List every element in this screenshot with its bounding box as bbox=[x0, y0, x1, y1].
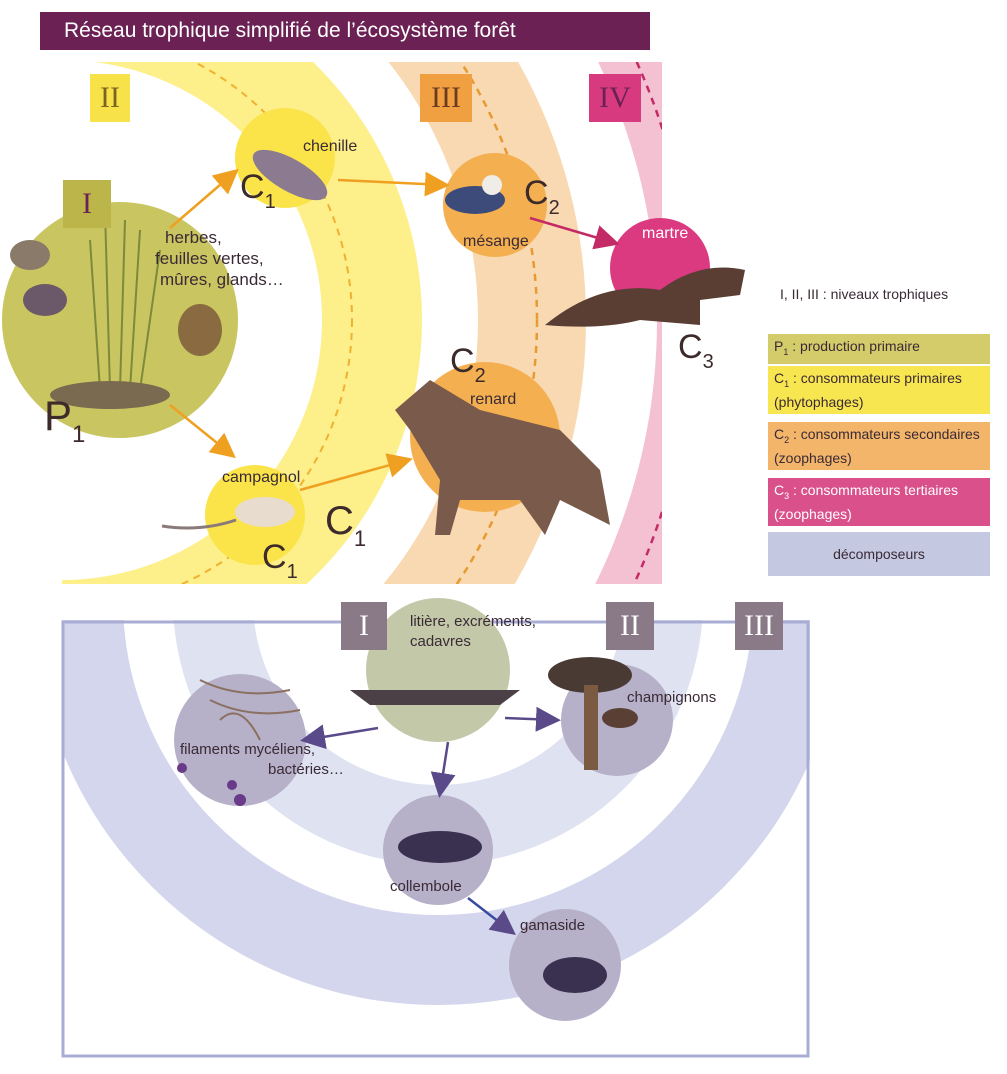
renard-illustration bbox=[395, 380, 610, 535]
legend-header: I, II, III : niveaux trophiques bbox=[780, 286, 949, 302]
legend-item: C2 : consommateurs secondaires (zoophage… bbox=[768, 422, 990, 470]
ring-level-2 bbox=[62, 62, 422, 584]
campagnol-label: campagnol bbox=[222, 469, 300, 486]
ring-level-3 bbox=[383, 62, 586, 584]
litter-circle bbox=[366, 598, 510, 742]
legend-item: décomposeurs bbox=[768, 532, 990, 576]
decomp-level-tag-iii: III bbox=[735, 602, 783, 650]
decomposer-illustrations bbox=[177, 657, 638, 993]
code-c1-campagnol-a: C1 bbox=[325, 499, 366, 551]
page-title: Réseau trophique simplifié de l’écosystè… bbox=[40, 12, 650, 50]
code-c2-renard: C2 bbox=[450, 342, 486, 387]
martre-label: martre bbox=[642, 225, 688, 242]
plants-illustration bbox=[10, 209, 222, 409]
level-tag-i: I bbox=[63, 180, 111, 228]
legend-item: C3 : consommateurs tertiaires (zoophages… bbox=[768, 478, 990, 526]
legend-item: P1 : production primaire bbox=[768, 334, 990, 364]
producers-label-line1: herbes, feuilles vertes, mûres, glands… bbox=[155, 228, 284, 289]
code-c1-campagnol-b: C1 bbox=[262, 538, 298, 583]
top-arrows bbox=[169, 168, 620, 492]
chenille-label: chenille bbox=[303, 138, 357, 155]
chenille-illustration bbox=[252, 149, 328, 201]
level-tag-iv: IV bbox=[589, 74, 641, 122]
decomp-level-tag-i: I bbox=[341, 602, 387, 650]
decomp-ring-outer bbox=[62, 620, 810, 1005]
legend-item: C1 : consommateurs primaires (phytophage… bbox=[768, 366, 990, 414]
producers-circle bbox=[2, 202, 238, 438]
decomposer-arrows bbox=[300, 706, 561, 936]
mycelium-circle bbox=[174, 674, 306, 806]
level-tag-iii: III bbox=[420, 74, 472, 122]
level-tag-ii: II bbox=[90, 74, 130, 122]
mesange-illustration bbox=[445, 175, 505, 214]
mycelium-label: filaments mycéliens, bactéries… bbox=[180, 741, 344, 778]
gamaside-label: gamaside bbox=[520, 917, 585, 934]
code-c2-mesange: C2 bbox=[524, 174, 560, 219]
martre-illustration bbox=[545, 267, 745, 327]
code-p1: P1 bbox=[44, 392, 85, 448]
collembole-label: collembole bbox=[390, 878, 462, 895]
litter-label: litière, excréments, cadavres bbox=[410, 613, 536, 650]
campagnol-illustration bbox=[161, 497, 295, 530]
mesange-label: mésange bbox=[463, 233, 529, 250]
code-c3-martre: C3 bbox=[678, 328, 714, 373]
code-c1-chenille: C1 bbox=[240, 168, 276, 213]
decomp-level-tag-ii: II bbox=[606, 602, 654, 650]
renard-label: renard bbox=[470, 391, 516, 408]
champignons-label: champignons bbox=[627, 689, 716, 706]
